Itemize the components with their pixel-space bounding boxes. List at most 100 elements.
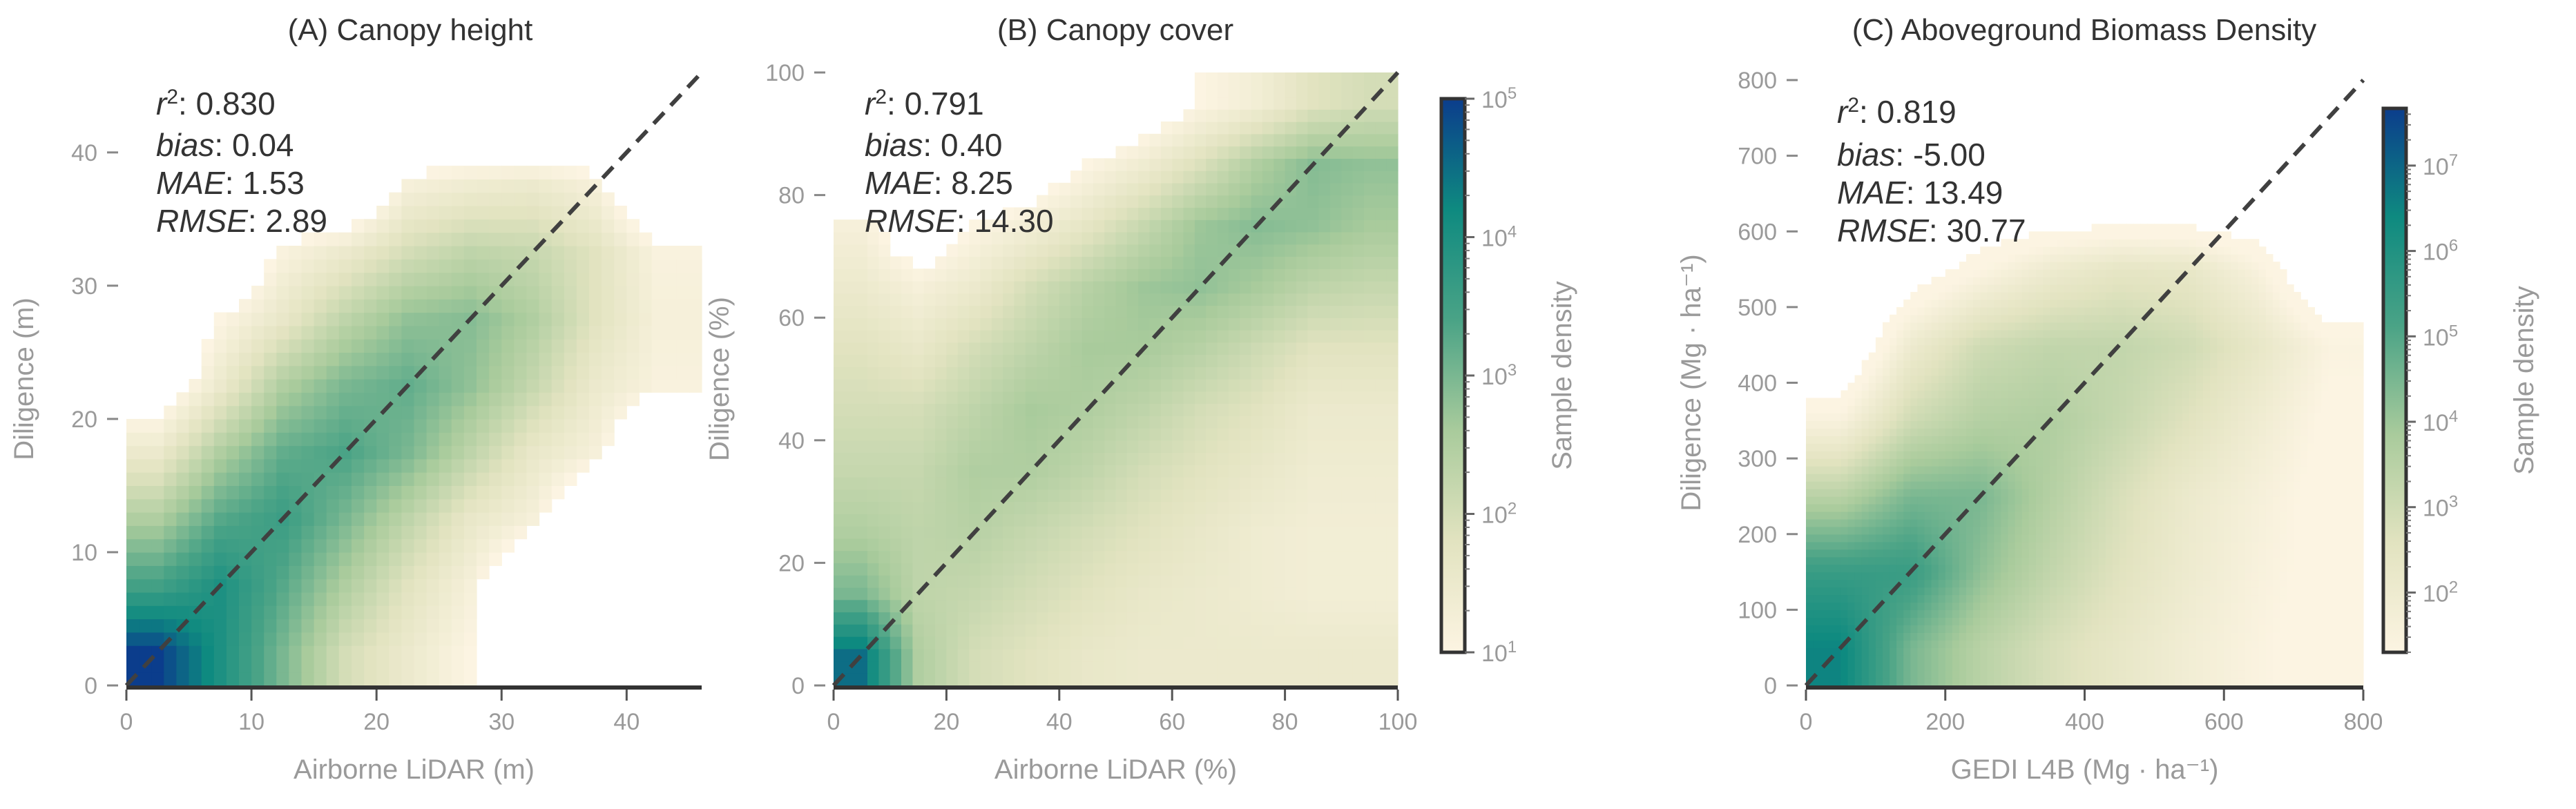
heatmap-cell — [439, 299, 452, 313]
heatmap-cell — [1126, 305, 1139, 318]
heatmap-cell — [426, 645, 440, 659]
heatmap-cell — [980, 599, 992, 613]
heatmap-cell — [1903, 625, 1911, 633]
heatmap-cell — [501, 472, 515, 486]
heatmap-cell — [1341, 403, 1354, 416]
heatmap-cell — [890, 624, 902, 637]
heatmap-cell — [501, 246, 515, 260]
heatmap-cell — [276, 672, 289, 686]
heatmap-cell — [651, 312, 665, 326]
heatmap-cell — [2258, 678, 2267, 686]
heatmap-cell — [201, 458, 215, 473]
heatmap-cell — [439, 285, 452, 300]
heatmap-cell — [414, 605, 427, 620]
heatmap-cell — [1138, 220, 1151, 233]
heatmap-cell — [1262, 244, 1274, 257]
colorbar-tick-exponent: 2 — [1508, 499, 1517, 518]
heatmap-cell — [856, 391, 868, 404]
heatmap-cell — [2112, 670, 2120, 679]
heatmap-cell — [2342, 670, 2350, 679]
heatmap-cell — [2294, 556, 2301, 565]
heatmap-cell — [957, 526, 970, 539]
heatmap-cell — [2168, 579, 2176, 588]
heatmap-cell — [2356, 564, 2364, 573]
heatmap-cell — [1890, 564, 1897, 573]
heatmap-cell — [1160, 612, 1173, 625]
heatmap-cell — [213, 312, 227, 326]
heatmap-cell — [2043, 594, 2050, 603]
heatmap-cell — [251, 339, 265, 353]
heatmap-cell — [239, 538, 252, 553]
heatmap-cell — [639, 285, 653, 300]
heatmap-cell — [1082, 599, 1094, 613]
heatmap-cell — [526, 325, 540, 340]
heatmap-cell — [957, 416, 970, 429]
heatmap-cell — [1217, 391, 1229, 404]
heatmap-cell — [1285, 440, 1297, 454]
y-tick-label: 20 — [71, 407, 97, 433]
stat-colon: : — [225, 165, 243, 201]
heatmap-cell — [935, 612, 947, 625]
heatmap-cell — [1330, 280, 1342, 294]
heatmap-cell — [1273, 501, 1286, 514]
heatmap-cell — [2182, 632, 2190, 641]
heatmap-cell — [1059, 648, 1071, 662]
heatmap-cell — [1240, 305, 1252, 318]
heatmap-cell — [1228, 231, 1240, 245]
heatmap-cell — [1273, 587, 1286, 601]
heatmap-cell — [301, 645, 315, 659]
heatmap-cell — [1070, 428, 1082, 441]
heatmap-cell — [1115, 280, 1128, 294]
heatmap-cell — [1149, 416, 1162, 429]
heatmap-cell — [1115, 256, 1128, 269]
heatmap-cell — [1318, 550, 1331, 563]
heatmap-cell — [2238, 564, 2246, 573]
heatmap-cell — [1966, 556, 1974, 565]
heatmap-cell — [1917, 549, 1925, 558]
heatmap-cell — [314, 525, 327, 540]
heatmap-cell — [164, 592, 177, 606]
heatmap-cell — [1149, 550, 1162, 563]
heatmap-cell — [426, 605, 440, 620]
heatmap-cell — [602, 219, 615, 233]
heatmap-cell — [957, 550, 970, 563]
heatmap-cell — [526, 485, 540, 500]
heatmap-cell — [564, 379, 577, 393]
heatmap-cell — [1251, 195, 1263, 208]
heatmap-cell — [2265, 572, 2274, 581]
heatmap-cell — [2070, 663, 2078, 671]
heatmap-cell — [2245, 670, 2253, 679]
heatmap-cell — [1025, 330, 1037, 343]
heatmap-cell — [1149, 231, 1162, 245]
heatmap-cell — [276, 392, 289, 407]
heatmap-cell — [2224, 587, 2231, 596]
heatmap-cell — [980, 367, 992, 380]
heatmap-cell — [1003, 256, 1015, 269]
heatmap-cell — [1959, 678, 1967, 686]
heatmap-cell — [1364, 231, 1376, 245]
heatmap-cell — [1160, 452, 1173, 465]
heatmap-cell — [2314, 602, 2323, 610]
heatmap-cell — [1217, 465, 1229, 478]
heatmap-cell — [1375, 477, 1387, 490]
heatmap-cell — [1059, 599, 1071, 613]
heatmap-cell — [1330, 661, 1342, 674]
heatmap-cell — [526, 352, 540, 367]
colorbar-tick-label: 104 — [1481, 222, 1517, 252]
heatmap-cell — [890, 403, 902, 416]
heatmap-cell — [1938, 610, 1946, 618]
heatmap-cell — [845, 452, 857, 465]
heatmap-cell — [1048, 575, 1060, 588]
heatmap-cell — [2279, 556, 2287, 565]
heatmap-cell — [1861, 625, 1869, 633]
heatmap-cell — [1318, 244, 1331, 257]
heatmap-cell — [2287, 625, 2294, 633]
heatmap-cell — [2105, 632, 2113, 641]
heatmap-cell — [539, 179, 552, 193]
heatmap-cell — [477, 272, 490, 286]
heatmap-cell — [2321, 625, 2329, 633]
heatmap-cell — [1228, 158, 1240, 171]
heatmap-cell — [1273, 330, 1286, 343]
heatmap-cell — [1273, 121, 1286, 135]
heatmap-cell — [2217, 610, 2224, 618]
